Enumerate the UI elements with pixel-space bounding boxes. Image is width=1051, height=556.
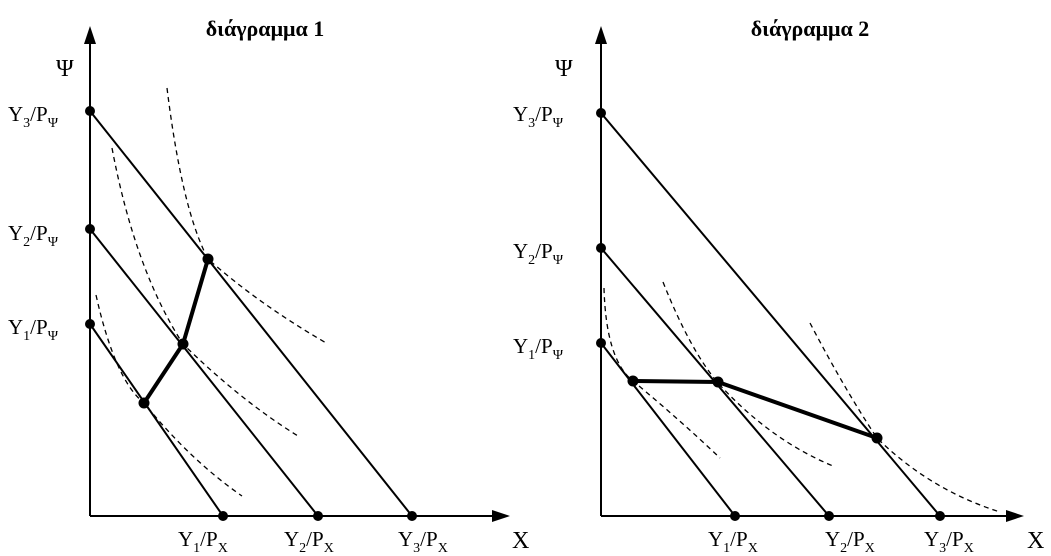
diagram-1-y-intercept-point-3 xyxy=(85,106,95,116)
diagram-1-x-intercept-point-1 xyxy=(218,511,228,521)
diagram-1-x-intercept-point-2 xyxy=(313,511,323,521)
diagram-2-y-axis-label: Ψ xyxy=(555,56,573,82)
diagram-2-y-intercept-label-1: Y1/PΨ xyxy=(513,334,564,363)
diagram-1-income-consumption-curve xyxy=(142,258,210,405)
diagram-1-budget-line-1 xyxy=(89,323,224,517)
diagram-1-budget-line-2 xyxy=(89,228,319,517)
diagram-2-indifference-curve-3 xyxy=(809,322,1001,513)
diagram-1-x-intercept-point-3 xyxy=(407,511,417,521)
diagram-2-y-intercept-point-3 xyxy=(596,108,606,118)
diagram-2-x-intercept-label-2: Y2/PX xyxy=(825,527,875,556)
diagram-2-x-intercept-label-1: Y1/PX xyxy=(708,527,758,556)
diagram-1-y-axis-label: Ψ xyxy=(56,56,74,82)
diagram-2-title: διάγραμμα 2 xyxy=(751,16,870,41)
diagram-2-x-axis-label: X xyxy=(1027,528,1044,554)
diagram-1-title: διάγραμμα 1 xyxy=(206,16,325,41)
diagram-2-equilibrium-point-3 xyxy=(871,432,883,444)
diagram-2-budget-line-1 xyxy=(600,342,736,517)
diagram-2-y-intercept-label-3: Y3/PΨ xyxy=(513,102,564,131)
diagram-2-indifference-curve-2 xyxy=(662,281,834,467)
diagram-1-y-intercept-label-1: Y1/PΨ xyxy=(8,315,59,344)
diagram-2: διάγραμμα 2 Ψ X Y3/PΨ Y2/PΨ Y1/PΨ xyxy=(513,16,1044,556)
diagram-2-y-axis-arrow xyxy=(595,26,607,44)
diagram-2-budget-line-3 xyxy=(600,112,941,517)
diagram-1-equilibrium-point-3 xyxy=(202,253,214,265)
diagram-1-equilibrium-point-1 xyxy=(138,397,150,409)
diagram-1-y-intercept-label-3: Y3/PΨ xyxy=(8,102,59,131)
diagram-1-x-intercept-label-1: Y1/PX xyxy=(178,527,228,556)
diagram-2-x-intercept-point-1 xyxy=(730,511,740,521)
diagram-1-indifference-curve-3 xyxy=(166,87,329,345)
diagram-2-y-intercept-label-2: Y2/PΨ xyxy=(513,239,564,268)
diagram-2-x-intercept-point-2 xyxy=(824,511,834,521)
diagram-1-y-intercept-point-2 xyxy=(85,224,95,234)
diagram-2-x-intercept-point-3 xyxy=(935,511,945,521)
diagram-1-x-intercept-label-3: Y3/PX xyxy=(398,527,448,556)
diagram-1-y-intercept-point-1 xyxy=(85,319,95,329)
diagram-2-y-intercept-point-1 xyxy=(596,338,606,348)
diagram-1-y-intercept-label-2: Y2/PΨ xyxy=(8,221,59,250)
diagram-2-y-intercept-point-2 xyxy=(596,243,606,253)
diagram-2-indifference-curve-1 xyxy=(603,287,721,459)
diagram-1-y-axis-arrow xyxy=(84,26,96,44)
diagram-2-x-intercept-label-3: Y3/PX xyxy=(924,527,974,556)
diagram-1-budget-line-3 xyxy=(89,110,413,517)
diagram-1-indifference-curve-1 xyxy=(95,294,243,497)
diagram-1: διάγραμμα 1 Ψ X Y3/PΨ Y2/PΨ Y1/PΨ xyxy=(8,16,529,556)
diagram-2-x-axis-arrow xyxy=(1006,510,1024,522)
diagram-2-equilibrium-point-1 xyxy=(627,375,639,387)
diagram-1-equilibrium-point-2 xyxy=(177,338,189,350)
diagram-1-x-intercept-label-2: Y2/PX xyxy=(284,527,334,556)
diagram-1-x-axis-label: X xyxy=(512,528,529,554)
diagram-2-equilibrium-point-2 xyxy=(712,376,724,388)
diagram-1-x-axis-arrow xyxy=(492,510,510,522)
